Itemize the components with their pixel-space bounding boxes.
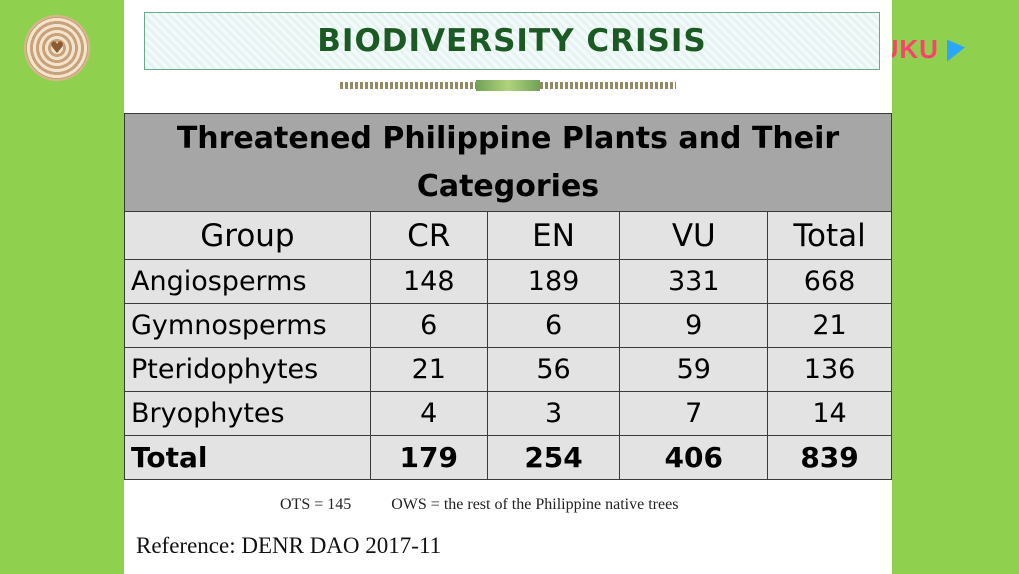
table-total-row: Total 179 254 406 839 bbox=[124, 435, 892, 480]
cell-cr: 6 bbox=[369, 303, 488, 348]
table-header-row: Group CR EN VU Total bbox=[124, 211, 892, 260]
total-vu: 406 bbox=[619, 435, 769, 480]
threatened-plants-table: Threatened Philippine Plants and Their C… bbox=[124, 113, 892, 480]
table-title: Threatened Philippine Plants and Their C… bbox=[124, 113, 892, 212]
heart-icon: ♥ bbox=[49, 38, 65, 57]
reference-text: Reference: DENR DAO 2017-11 bbox=[136, 533, 442, 558]
play-icon bbox=[946, 36, 965, 62]
header-group: Group bbox=[124, 211, 371, 260]
total-en: 254 bbox=[486, 435, 621, 480]
cell-vu: 331 bbox=[619, 259, 769, 304]
cell-total: 21 bbox=[767, 303, 892, 348]
cell-total: 668 bbox=[767, 259, 892, 304]
cell-en: 189 bbox=[486, 259, 621, 304]
header-total: Total bbox=[767, 211, 892, 260]
cell-cr: 21 bbox=[369, 347, 488, 392]
cell-en: 3 bbox=[486, 391, 621, 436]
cell-total: 14 bbox=[767, 391, 892, 436]
row-group-name: Angiosperms bbox=[124, 259, 371, 304]
row-group-name: Gymnosperms bbox=[124, 303, 371, 348]
title-banner: BIODIVERSITY CRISIS bbox=[144, 12, 880, 70]
total-label: Total bbox=[124, 435, 371, 480]
table-row: Pteridophytes 21 56 59 136 bbox=[124, 347, 892, 392]
footnote-ows: OWS = the rest of the Philippine native … bbox=[391, 496, 679, 513]
table-row: Gymnosperms 6 6 9 21 bbox=[124, 303, 892, 348]
footnote-ots: OTS = 145 bbox=[280, 496, 352, 513]
total-total: 839 bbox=[767, 435, 892, 480]
slide-title: BIODIVERSITY CRISIS bbox=[317, 23, 707, 59]
cell-en: 6 bbox=[486, 303, 621, 348]
cell-cr: 4 bbox=[369, 391, 488, 436]
slide: BIODIVERSITY CRISIS Threatened Philippin… bbox=[124, 0, 892, 574]
footnote: OTS = 145 OWS = the rest of the Philippi… bbox=[280, 496, 678, 514]
total-cr: 179 bbox=[369, 435, 488, 480]
cell-vu: 59 bbox=[619, 347, 769, 392]
row-group-name: Bryophytes bbox=[124, 391, 371, 436]
cell-en: 56 bbox=[486, 347, 621, 392]
header-cr: CR bbox=[369, 211, 488, 260]
header-en: EN bbox=[486, 211, 621, 260]
table-row: Angiosperms 148 189 331 668 bbox=[124, 259, 892, 304]
cell-cr: 148 bbox=[369, 259, 488, 304]
cell-vu: 9 bbox=[619, 303, 769, 348]
row-group-name: Pteridophytes bbox=[124, 347, 371, 392]
cell-vu: 7 bbox=[619, 391, 769, 436]
channel-logo-icon: ♥ bbox=[26, 17, 88, 79]
table-row: Bryophytes 4 3 7 14 bbox=[124, 391, 892, 436]
header-vu: VU bbox=[619, 211, 769, 260]
decorative-divider bbox=[340, 80, 676, 91]
cell-total: 136 bbox=[767, 347, 892, 392]
